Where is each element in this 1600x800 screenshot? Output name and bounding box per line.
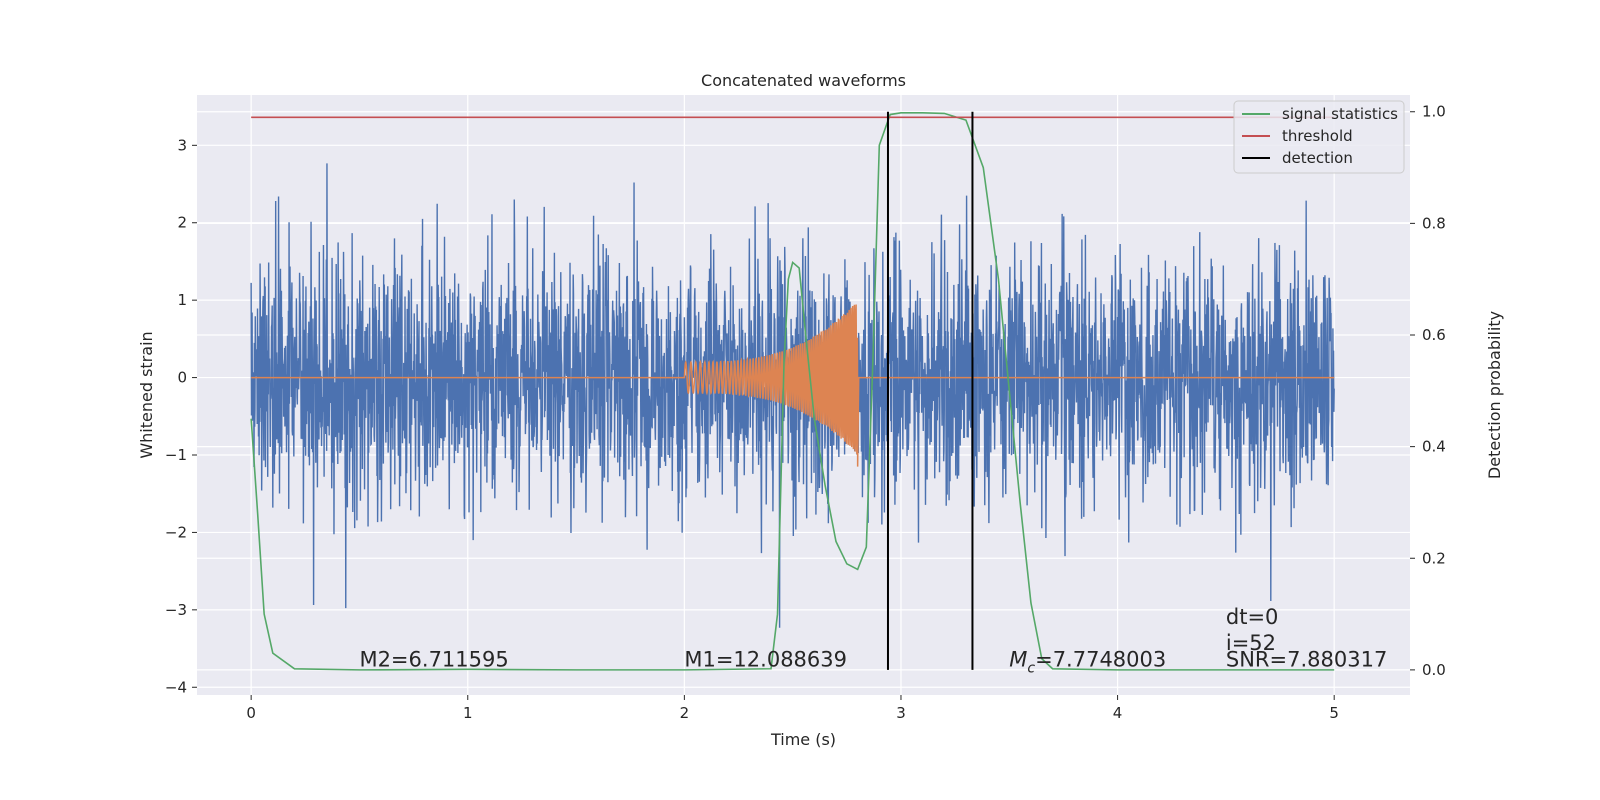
- y-right-tick-label: 0.4: [1422, 438, 1446, 456]
- legend-label: detection: [1282, 149, 1353, 167]
- x-tick-label: 0: [246, 704, 256, 722]
- x-tick-label: 2: [680, 704, 690, 722]
- y-right-tick-label: 0.2: [1422, 549, 1446, 567]
- legend-box: [1233, 100, 1405, 174]
- annotations: M2=6.711595 M1=12.088639 Mc=7.7748003 dt=0i…: [359, 605, 1387, 677]
- injected-waveform-line: [251, 304, 1335, 467]
- y-right-tick-label: 1.0: [1422, 103, 1446, 121]
- axes: 0 1 2 3 4 5 −4 −3 −2 −1 0 1 2 3 0.0 0.2 0.4 0.6 0.8 1.0: [165, 103, 1446, 722]
- y-tick-label: 0: [177, 369, 187, 387]
- x-tick-label: 4: [1113, 704, 1123, 722]
- y-tick-label: −2: [165, 523, 187, 541]
- strain-noise-line: [250, 163, 1335, 628]
- series-layer: [250, 111, 1335, 671]
- x-axis-label: Time (s): [770, 730, 836, 749]
- y-tick-label: 2: [177, 214, 187, 232]
- x-tick-label: 3: [896, 704, 906, 722]
- x-tick-label: 1: [463, 704, 473, 722]
- legend-label: signal statistics: [1282, 105, 1398, 123]
- annotation-snr: SNR=7.880317: [1226, 647, 1387, 671]
- annotation-mc: Mc=7.7748003: [1009, 647, 1166, 676]
- y-right-tick-label: 0.8: [1422, 214, 1446, 232]
- y-axis-label: Whitened strain: [137, 331, 156, 458]
- legend[interactable]: signal statistics threshold detection: [1233, 100, 1405, 174]
- chart-title: Concatenated waveforms: [701, 71, 906, 90]
- y-tick-label: −3: [165, 601, 187, 619]
- y-tick-label: −4: [165, 678, 187, 696]
- y-axis-right-label: Detection probability: [1485, 311, 1504, 479]
- y-tick-label: 1: [177, 291, 187, 309]
- annotation-m1: M1=12.088639: [684, 647, 847, 671]
- y-right-tick-label: 0.6: [1422, 326, 1446, 344]
- annotation-dt: dt=0: [1226, 605, 1279, 629]
- legend-label: threshold: [1282, 127, 1353, 145]
- annotation-m2: M2=6.711595: [359, 647, 508, 671]
- y-right-tick-label: 0.0: [1422, 661, 1446, 679]
- y-tick-label: −1: [165, 446, 187, 464]
- y-tick-label: 3: [177, 136, 187, 154]
- annotation-i: i=52: [1226, 631, 1276, 655]
- signal-statistics-line: [250, 112, 1335, 671]
- x-tick-label: 5: [1329, 704, 1339, 722]
